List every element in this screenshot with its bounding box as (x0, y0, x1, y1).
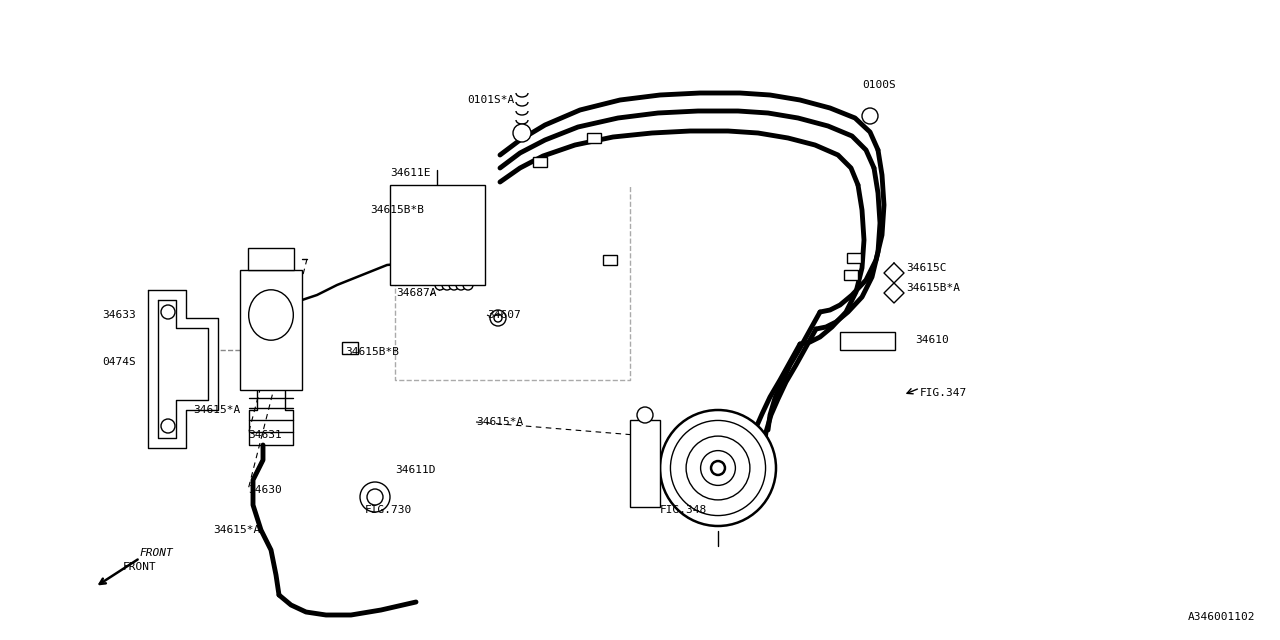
Bar (532, 157, 547, 167)
Text: A346001102: A346001102 (1188, 612, 1254, 622)
Circle shape (513, 124, 531, 142)
Text: FRONT: FRONT (123, 562, 156, 572)
Circle shape (463, 280, 474, 290)
Bar (840, 332, 895, 350)
Text: FRONT: FRONT (140, 548, 174, 558)
Circle shape (494, 314, 502, 322)
Bar (390, 185, 485, 285)
Circle shape (660, 410, 776, 526)
Bar (844, 270, 858, 280)
Text: 34615B*B: 34615B*B (346, 347, 399, 357)
Text: 34615*A: 34615*A (476, 417, 524, 427)
Circle shape (367, 489, 383, 505)
Text: 34615B*A: 34615B*A (906, 283, 960, 293)
Text: 34610: 34610 (915, 335, 948, 345)
Bar (342, 342, 358, 354)
Circle shape (712, 461, 724, 475)
Text: FIG.730: FIG.730 (365, 505, 412, 515)
Bar (847, 253, 861, 263)
Text: 34633: 34633 (102, 310, 136, 320)
Text: 34631: 34631 (248, 430, 282, 440)
Bar (248, 248, 294, 270)
Circle shape (490, 310, 506, 326)
Text: 34615C: 34615C (906, 263, 946, 273)
Circle shape (671, 420, 765, 516)
Circle shape (456, 280, 466, 290)
Bar (603, 255, 617, 265)
Text: 0100S: 0100S (861, 80, 896, 90)
Circle shape (435, 280, 445, 290)
Circle shape (161, 419, 175, 433)
Text: FIG.347: FIG.347 (920, 388, 968, 398)
Text: 34630: 34630 (248, 485, 282, 495)
Circle shape (686, 436, 750, 500)
Bar (588, 133, 602, 143)
Text: 34607: 34607 (486, 310, 521, 320)
Circle shape (442, 280, 452, 290)
Text: 34615B*B: 34615B*B (370, 205, 424, 215)
Circle shape (700, 451, 736, 485)
Text: 34615*A: 34615*A (193, 405, 241, 415)
Text: 34687A: 34687A (396, 288, 436, 298)
Text: 34611D: 34611D (396, 465, 435, 475)
Text: 34615*A: 34615*A (212, 525, 260, 535)
Ellipse shape (248, 290, 293, 340)
Text: FIG.348: FIG.348 (660, 505, 708, 515)
Text: 0474S: 0474S (102, 357, 136, 367)
Circle shape (360, 482, 390, 512)
Circle shape (449, 280, 460, 290)
Text: 0101S*A: 0101S*A (467, 95, 515, 105)
Bar (630, 420, 660, 507)
Circle shape (637, 407, 653, 423)
Bar (241, 270, 302, 390)
Circle shape (861, 108, 878, 124)
Circle shape (161, 305, 175, 319)
Text: 34611E: 34611E (390, 168, 430, 178)
